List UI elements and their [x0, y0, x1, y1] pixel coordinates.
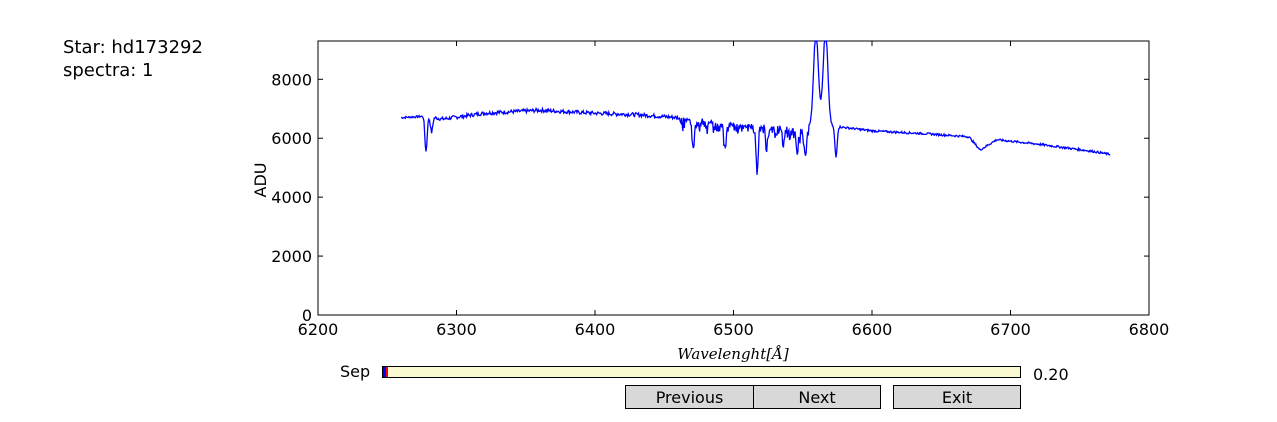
x-tick-label: 6800	[1129, 320, 1170, 339]
x-tick-label: 6700	[990, 320, 1031, 339]
y-tick-label: 4000	[271, 188, 312, 207]
y-axis-label: ADU	[251, 163, 270, 198]
sep-slider-label: Sep	[340, 362, 371, 381]
next-button[interactable]: Next	[753, 385, 881, 409]
sep-slider-value: 0.20	[1033, 365, 1069, 384]
x-axis-label: Wavelenght[Å]	[677, 345, 789, 363]
series-layer	[400, 40, 1111, 175]
y-tick-label: 0	[302, 306, 312, 325]
y-tick-label: 6000	[271, 129, 312, 148]
star-info: Star: hd173292 spectra: 1	[63, 36, 203, 82]
x-tick-label: 6400	[575, 320, 616, 339]
sep-slider-handle[interactable]	[385, 367, 388, 377]
y-tick-label: 2000	[271, 247, 312, 266]
exit-button[interactable]: Exit	[893, 385, 1021, 409]
star-name-label: Star: hd173292	[63, 37, 203, 58]
x-tick-label: 6300	[436, 320, 477, 339]
plot-frame	[317, 40, 1150, 316]
spectrum-line	[400, 40, 1111, 175]
sep-slider[interactable]	[382, 366, 1021, 378]
spectra-count-label: spectra: 1	[63, 60, 154, 81]
x-tick-label: 6500	[713, 320, 754, 339]
y-tick-label: 8000	[271, 70, 312, 89]
previous-button[interactable]: Previous	[625, 385, 754, 409]
axes: 6200 6300 6400 6500 6600 6700 6800 0 2000 4000 600…	[271, 40, 1170, 339]
sep-slider-fill	[383, 367, 387, 377]
labels: Wavelenght[Å] ADU	[251, 163, 789, 363]
x-tick-label: 6600	[852, 320, 893, 339]
x-tick-label: 6200	[298, 320, 339, 339]
